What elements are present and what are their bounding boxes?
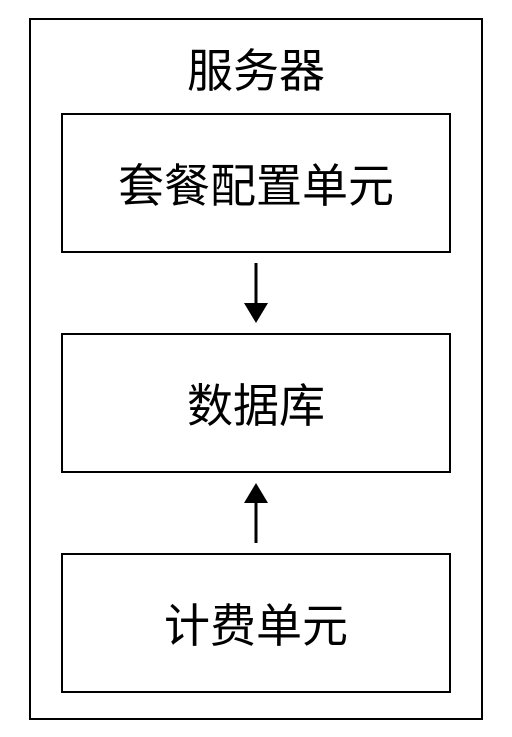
box3-label: 计费单元 [164, 590, 348, 656]
box-database: 数据库 [61, 333, 451, 473]
box2-label: 数据库 [187, 370, 325, 436]
arrow-up-icon [236, 478, 276, 548]
arrow-down-icon [236, 258, 276, 328]
arrow-up-1 [236, 473, 276, 553]
arrow-down-1 [236, 253, 276, 333]
box1-label: 套餐配置单元 [118, 150, 394, 216]
box-package-config: 套餐配置单元 [61, 113, 451, 253]
box-billing: 计费单元 [61, 553, 451, 693]
server-title: 服务器 [187, 35, 325, 101]
server-container: 服务器 套餐配置单元 数据库 计费单元 [29, 18, 483, 720]
